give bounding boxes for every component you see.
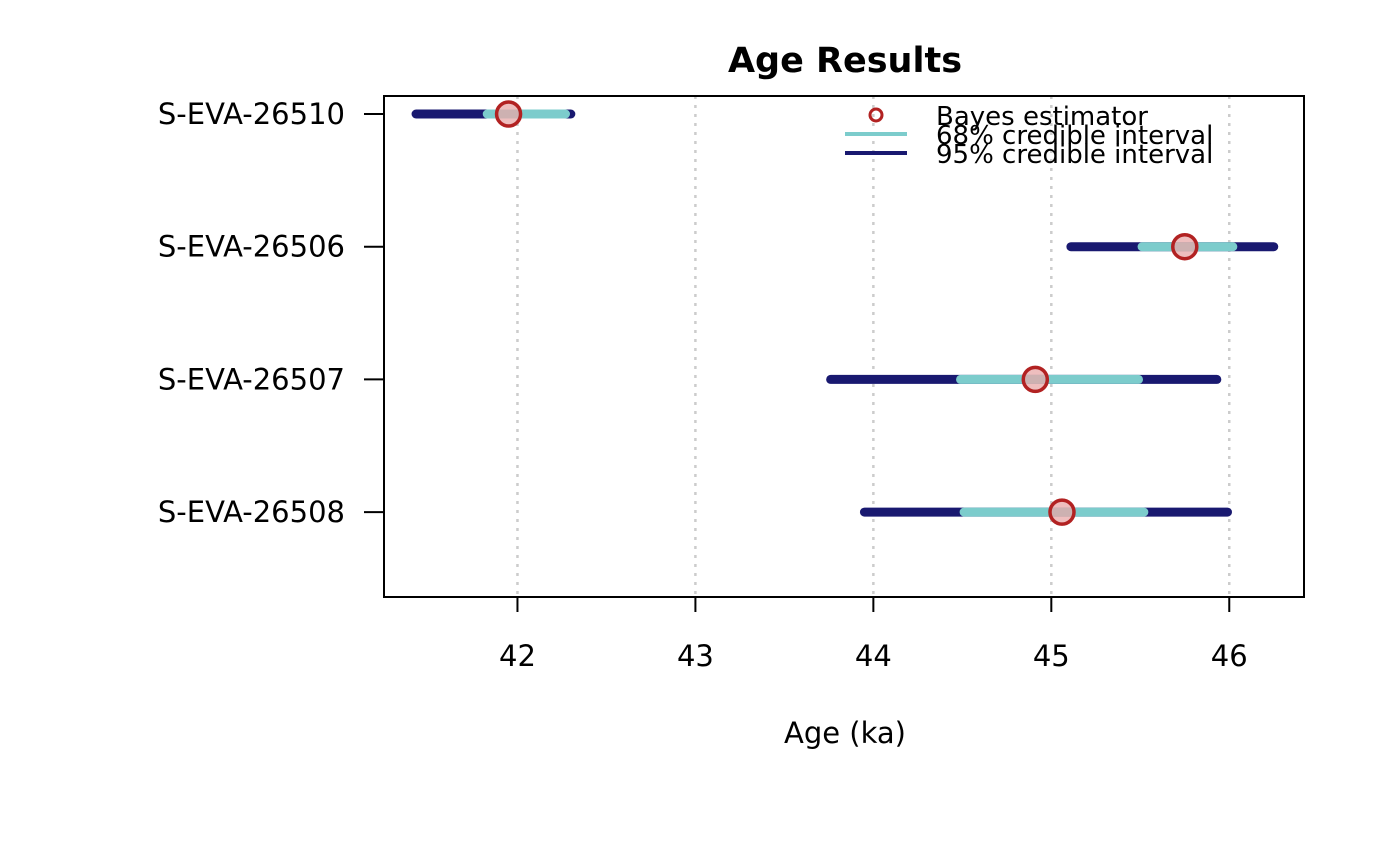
x-axis-label: Age (ka) <box>784 716 906 750</box>
x-axis: 42 43 44 45 46 <box>499 597 1248 673</box>
x-tick-label: 45 <box>1033 639 1070 673</box>
bayes-estimator-point <box>1048 498 1076 526</box>
legend: Bayes estimator 68% credible interval 95… <box>845 102 1213 170</box>
x-tick-label: 43 <box>677 639 714 673</box>
bayes-estimator-point <box>1171 232 1199 261</box>
y-axis: S-EVA-26510 S-EVA-26506 S-EVA-26507 S-EVA-2… <box>158 97 384 529</box>
y-tick-label: S-EVA-26510 <box>158 97 345 131</box>
legend-estimator-label: Bayes estimator <box>936 102 1148 132</box>
legend-estimator-marker <box>868 107 884 123</box>
intervals <box>411 100 1279 526</box>
y-tick-label: S-EVA-26508 <box>158 495 345 529</box>
chart-title: Age Results <box>728 41 962 81</box>
y-tick-label: S-EVA-26506 <box>158 230 345 264</box>
x-tick-label: 42 <box>499 639 536 673</box>
bayes-estimator-point <box>1021 365 1050 394</box>
x-tick-label: 44 <box>855 639 892 673</box>
plot-frame <box>383 95 1305 598</box>
x-tick-label: 46 <box>1211 639 1248 673</box>
grid <box>516 96 1231 597</box>
legend-ci68-label: 68% credible interval <box>936 121 1213 151</box>
legend-ci95-label: 95% credible interval <box>936 140 1213 170</box>
bayes-estimator-point <box>494 100 523 128</box>
y-tick-label: S-EVA-26507 <box>158 362 345 396</box>
